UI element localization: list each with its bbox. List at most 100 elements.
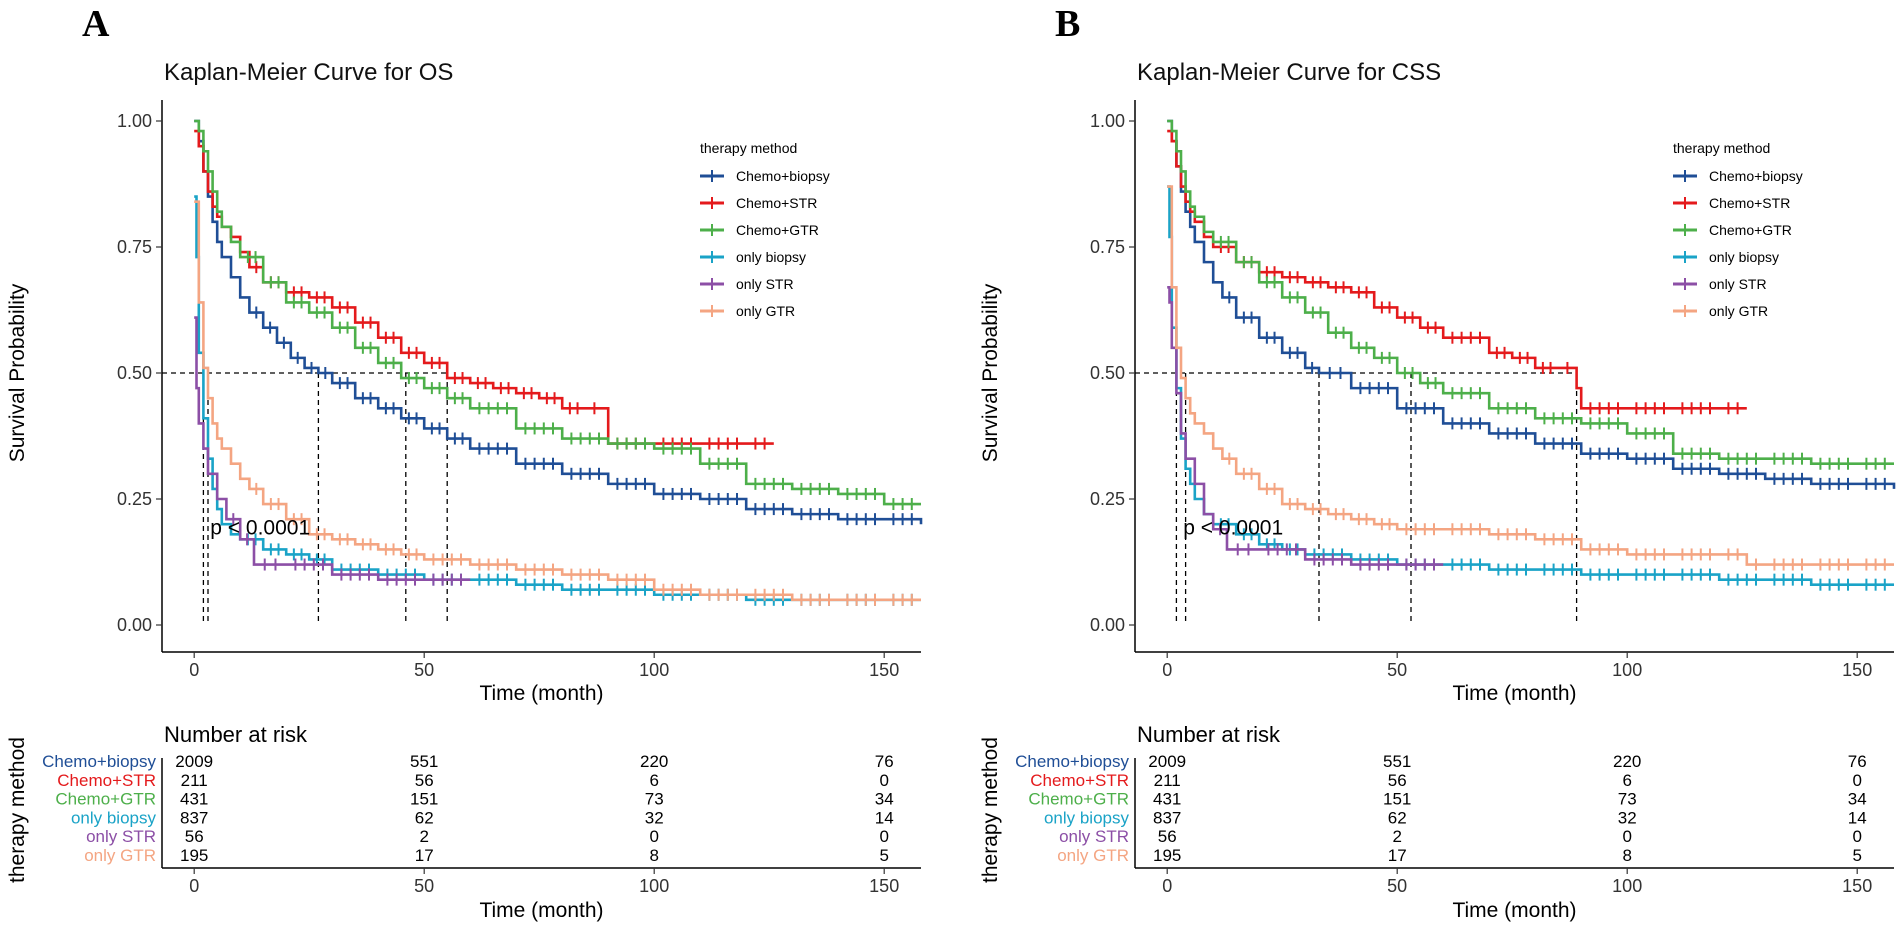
y-tick-label: 0.75 xyxy=(117,237,152,257)
y-tick-label: 0.00 xyxy=(1090,615,1125,635)
risk-x-tick-label: 100 xyxy=(639,876,669,896)
risk-count: 2 xyxy=(419,827,428,846)
risk-row-name-chemo-gtr: Chemo+GTR xyxy=(55,790,156,809)
risk-y-axis-title: therapy method xyxy=(979,737,1002,883)
risk-x-tick-label: 50 xyxy=(1387,876,1407,896)
legend-label-only-gtr: only GTR xyxy=(1709,303,1768,319)
curve-only-str xyxy=(194,316,471,581)
panel-letter: B xyxy=(1055,3,1080,45)
panel-letter: A xyxy=(82,3,110,45)
y-tick-label: 0.25 xyxy=(1090,489,1125,509)
risk-count: 837 xyxy=(1153,808,1181,827)
risk-count: 17 xyxy=(1388,846,1407,865)
risk-count: 2009 xyxy=(175,752,213,771)
legend-label-chemo-biopsy: Chemo+biopsy xyxy=(736,168,830,184)
risk-count: 56 xyxy=(415,771,434,790)
risk-count: 73 xyxy=(1618,790,1637,809)
risk-count: 151 xyxy=(410,790,438,809)
censor-marks-only-str xyxy=(1219,523,1435,571)
legend-label-only-str: only STR xyxy=(736,276,794,292)
panel-a: A Kaplan-Meier Curve for OS 0.00 0.25 0.50 0.… xyxy=(6,3,923,922)
risk-x-axis-title: Time (month) xyxy=(1452,899,1576,922)
risk-count: 32 xyxy=(645,808,664,827)
risk-count: 17 xyxy=(415,846,434,865)
risk-row-name-chemo-biopsy: Chemo+biopsy xyxy=(42,752,156,771)
y-tick-label: 1.00 xyxy=(117,111,152,131)
curve-only-gtr xyxy=(1167,185,1894,566)
x-tick-label: 100 xyxy=(639,660,669,680)
risk-count: 0 xyxy=(1622,827,1631,846)
censor-marks-chemo-gtr xyxy=(1219,235,1886,470)
risk-count: 6 xyxy=(1622,771,1631,790)
risk-count: 76 xyxy=(875,752,894,771)
risk-row-name-chemo-str: Chemo+STR xyxy=(57,771,156,790)
curve-chemo-gtr xyxy=(194,119,921,506)
curve-only-str xyxy=(1167,286,1444,566)
censor-marks-only-gtr xyxy=(255,482,913,606)
risk-row-name-only-str: only STR xyxy=(1059,827,1129,846)
censor-marks-only-str xyxy=(232,513,462,586)
risk-count: 62 xyxy=(1388,808,1407,827)
risk-count: 0 xyxy=(1852,771,1861,790)
risk-count: 76 xyxy=(1848,752,1867,771)
risk-count: 73 xyxy=(645,790,664,809)
risk-count: 32 xyxy=(1618,808,1637,827)
risk-count: 56 xyxy=(1158,827,1177,846)
risk-count: 14 xyxy=(875,808,894,827)
censor-marks-chemo-gtr xyxy=(246,251,913,511)
risk-count: 0 xyxy=(1852,827,1861,846)
legend-label-only-str: only STR xyxy=(1709,276,1767,292)
risk-count: 62 xyxy=(415,808,434,827)
risk-count: 14 xyxy=(1848,808,1867,827)
risk-y-axis-title: therapy method xyxy=(6,737,29,883)
y-tick-label: 0.50 xyxy=(1090,363,1125,383)
risk-count: 0 xyxy=(879,771,888,790)
risk-row-name-chemo-biopsy: Chemo+biopsy xyxy=(1015,752,1129,771)
risk-row-name-chemo-str: Chemo+STR xyxy=(1030,771,1129,790)
y-tick-label: 0.50 xyxy=(117,363,152,383)
p-value-label: p < 0.0001 xyxy=(1183,516,1283,539)
risk-count: 220 xyxy=(1613,752,1641,771)
curve-only-biopsy xyxy=(194,195,921,602)
x-tick-label: 50 xyxy=(1387,660,1407,680)
risk-count: 2 xyxy=(1392,827,1401,846)
x-axis-title: Time (month) xyxy=(1452,682,1576,705)
risk-count: 837 xyxy=(180,808,208,827)
censor-marks-only-gtr xyxy=(1228,452,1886,571)
y-axis-title: Survival Probability xyxy=(979,283,1002,462)
curve-chemo-str xyxy=(1167,129,1747,410)
risk-count: 5 xyxy=(879,846,888,865)
risk-count: 34 xyxy=(1848,790,1867,809)
panel-b: B Kaplan-Meier Curve for CSS 0.00 0.25 0.50 0… xyxy=(979,3,1896,922)
y-tick-label: 0.75 xyxy=(1090,237,1125,257)
legend-label-chemo-str: Chemo+STR xyxy=(736,195,817,211)
risk-count: 5 xyxy=(1852,846,1861,865)
censor-marks-chemo-str xyxy=(1219,241,1739,415)
risk-count: 2009 xyxy=(1148,752,1186,771)
risk-row-name-only-gtr: only GTR xyxy=(84,846,156,865)
risk-count: 551 xyxy=(1383,752,1411,771)
risk-count: 211 xyxy=(1154,771,1181,790)
risk-row-name-only-str: only STR xyxy=(86,827,156,846)
risk-row-name-chemo-gtr: Chemo+GTR xyxy=(1028,790,1129,809)
risk-x-axis-title: Time (month) xyxy=(479,899,603,922)
risk-row-name-only-biopsy: only biopsy xyxy=(1044,808,1130,827)
p-value-label: p < 0.0001 xyxy=(210,516,310,539)
risk-row-name-only-gtr: only GTR xyxy=(1057,846,1129,865)
legend-label-chemo-gtr: Chemo+GTR xyxy=(1709,222,1792,238)
x-tick-label: 0 xyxy=(1162,660,1172,680)
chart-title: Kaplan-Meier Curve for CSS xyxy=(1137,59,1441,86)
risk-table-title: Number at risk xyxy=(1137,722,1281,747)
risk-count: 211 xyxy=(181,771,208,790)
risk-x-tick-label: 50 xyxy=(414,876,434,896)
risk-count: 151 xyxy=(1383,790,1411,809)
legend-label-chemo-str: Chemo+STR xyxy=(1709,195,1790,211)
curve-chemo-str xyxy=(194,129,774,445)
risk-count: 431 xyxy=(180,790,208,809)
legend-title: therapy method xyxy=(700,140,797,156)
legend-label-only-biopsy: only biopsy xyxy=(1709,249,1779,265)
risk-row-name-only-biopsy: only biopsy xyxy=(71,808,157,827)
risk-x-tick-label: 0 xyxy=(189,876,199,896)
risk-x-tick-label: 0 xyxy=(1162,876,1172,896)
